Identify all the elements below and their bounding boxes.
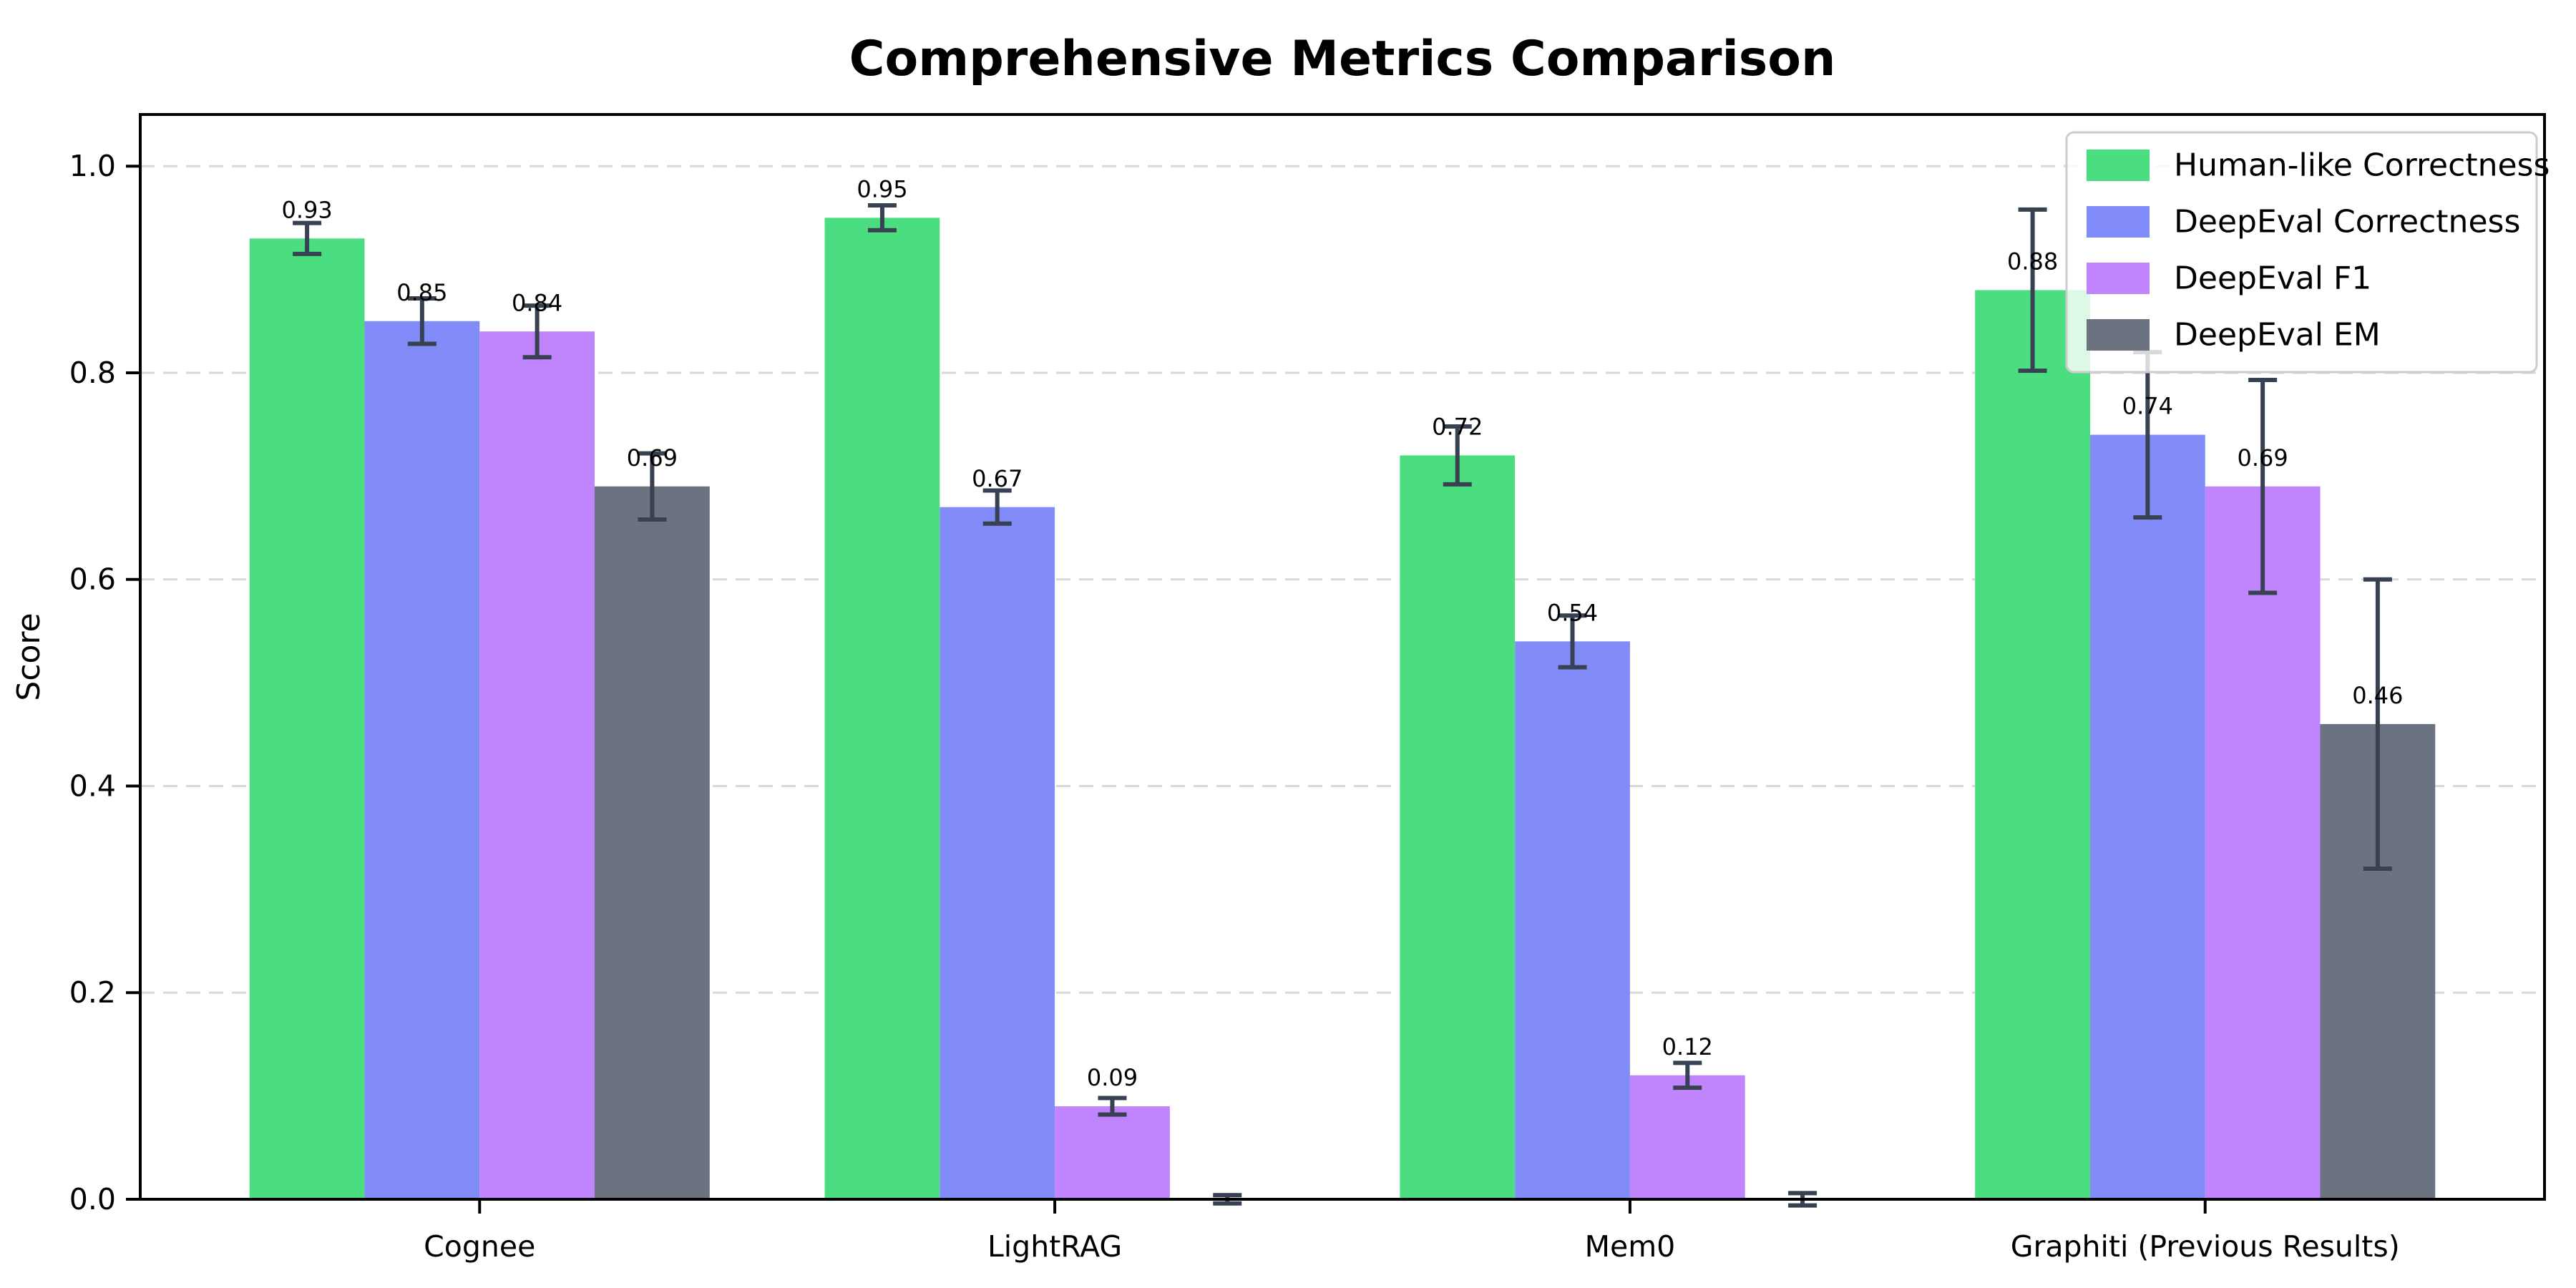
legend-box bbox=[2065, 131, 2538, 374]
legend-label: DeepEval F1 bbox=[2174, 260, 2371, 297]
error-bar-s1-g0 bbox=[407, 296, 436, 346]
bar-human-like-correctness-g0 bbox=[249, 238, 365, 1200]
bar-deepeval-correctness-g1 bbox=[940, 507, 1055, 1199]
legend-label: Human-like Correctness bbox=[2174, 147, 2550, 184]
legend-swatch bbox=[2087, 206, 2150, 238]
error-bar-s3-g3 bbox=[2363, 577, 2392, 871]
ytick-label-0.4: 0.4 bbox=[69, 769, 116, 803]
value-label-s0-g1: 0.95 bbox=[857, 176, 907, 203]
ytick-label-0.2: 0.2 bbox=[69, 975, 116, 1010]
bar-deepeval-em-g0 bbox=[595, 486, 710, 1199]
error-bar-s1-g1 bbox=[982, 488, 1012, 526]
legend-item-human-like-correctness: Human-like Correctness bbox=[2087, 147, 2550, 184]
y-axis-label: Score bbox=[11, 613, 47, 701]
legend-item-deepeval-correctness: DeepEval Correctness bbox=[2087, 204, 2520, 240]
xtick-label-cognee: Cognee bbox=[424, 1229, 535, 1264]
xtick-label-mem0: Mem0 bbox=[1585, 1229, 1676, 1264]
legend-label: DeepEval EM bbox=[2174, 317, 2381, 353]
error-bar-s1-g2 bbox=[1558, 613, 1587, 670]
bar-human-like-correctness-g3 bbox=[1975, 290, 2090, 1199]
error-bar-s2-g1 bbox=[1098, 1096, 1127, 1117]
value-label-s2-g3: 0.69 bbox=[2237, 444, 2288, 472]
legend-swatch bbox=[2087, 263, 2150, 294]
bar-deepeval-correctness-g3 bbox=[2089, 434, 2205, 1199]
bar-deepeval-f1-g0 bbox=[479, 331, 595, 1200]
error-bar-s2-g0 bbox=[522, 303, 552, 360]
ytick-label-0.0: 0.0 bbox=[69, 1182, 116, 1216]
legend: Human-like Correctness DeepEval Correctne… bbox=[2065, 131, 2550, 374]
xtick-label-graphiti-previous-results-: Graphiti (Previous Results) bbox=[2011, 1229, 2400, 1264]
error-bar-s0-g0 bbox=[293, 220, 322, 256]
legend-swatch bbox=[2087, 150, 2150, 181]
value-label-s1-g1: 0.67 bbox=[972, 465, 1023, 492]
error-bar-s0-g3 bbox=[2018, 207, 2047, 374]
bar-deepeval-f1-g2 bbox=[1629, 1075, 1745, 1199]
bars bbox=[249, 218, 2436, 1200]
axis-ticks: 0.0 0.2 0.4 0.6 0.8 1.0 Cognee LightRAG Mem0 Grap… bbox=[69, 149, 2400, 1264]
plot-border bbox=[139, 113, 2546, 1201]
error-bar-s0-g2 bbox=[1443, 424, 1472, 487]
value-label-s2-g1: 0.09 bbox=[1087, 1064, 1138, 1091]
value-label-s3-g0: 0.69 bbox=[627, 444, 678, 472]
ytick-label-1.0: 1.0 bbox=[69, 149, 116, 183]
value-label-s0-g0: 0.93 bbox=[281, 196, 332, 223]
value-label-s0-g2: 0.72 bbox=[1432, 414, 1483, 441]
axes bbox=[139, 113, 2546, 1201]
legend-swatch bbox=[2087, 319, 2150, 351]
value-label-s0-g3: 0.88 bbox=[2007, 248, 2058, 275]
bar-deepeval-correctness-g2 bbox=[1515, 641, 1630, 1199]
chart-title: Comprehensive Metrics Comparison bbox=[849, 31, 1836, 87]
bar-human-like-correctness-g1 bbox=[824, 218, 940, 1199]
value-label-s3-g3: 0.46 bbox=[2352, 682, 2403, 709]
error-bar-s3-g0 bbox=[638, 451, 667, 522]
bar-deepeval-correctness-g0 bbox=[364, 321, 480, 1199]
bar-deepeval-f1-g3 bbox=[2205, 486, 2321, 1199]
value-label-s1-g2: 0.54 bbox=[1547, 599, 1598, 626]
error-bar-s2-g3 bbox=[2248, 378, 2278, 595]
value-label-s2-g2: 0.12 bbox=[1662, 1033, 1713, 1060]
value-labels: 0.93 0.95 0.72 0.88 0.85 0.67 0.54 0.74 0.84 0.09… bbox=[281, 176, 2403, 1092]
legend-item-deepeval-f1: DeepEval F1 bbox=[2087, 260, 2371, 297]
value-label-s1-g3: 0.74 bbox=[2122, 393, 2173, 420]
ytick-label-0.6: 0.6 bbox=[69, 562, 116, 597]
error-bar-s0-g1 bbox=[867, 203, 897, 233]
error-bar-s2-g2 bbox=[1673, 1060, 1702, 1091]
bar-human-like-correctness-g2 bbox=[1400, 455, 1516, 1199]
value-label-s2-g0: 0.84 bbox=[512, 289, 562, 316]
bar-deepeval-f1-g1 bbox=[1055, 1106, 1170, 1199]
value-label-s1-g0: 0.85 bbox=[396, 279, 447, 306]
error-bars bbox=[293, 203, 2392, 1208]
legend-label: DeepEval Correctness bbox=[2174, 204, 2520, 240]
xtick-label-lightrag: LightRAG bbox=[987, 1229, 1122, 1264]
ytick-label-0.8: 0.8 bbox=[69, 356, 116, 390]
legend-item-deepeval-em: DeepEval EM bbox=[2087, 317, 2381, 353]
